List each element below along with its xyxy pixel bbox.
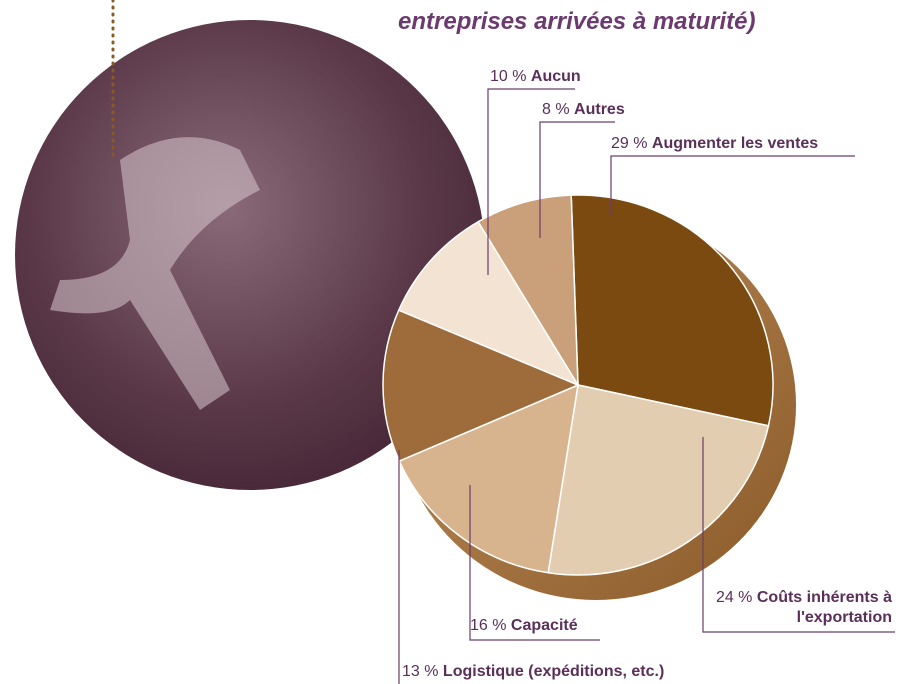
- slice-label: 24 % Coûts inhérents à l'exportation: [700, 588, 892, 628]
- category-label: Aucun: [531, 68, 581, 85]
- value-label: 10 %: [490, 68, 526, 85]
- slice-label: 16 % Capacité: [470, 616, 578, 636]
- value-label: 13 %: [402, 663, 438, 680]
- category-label: Coûts inhérents à l'exportation: [757, 589, 892, 626]
- value-label: 29 %: [611, 135, 647, 152]
- value-label: 16 %: [470, 617, 506, 634]
- category-label: Autres: [574, 101, 625, 118]
- category-label: Augmenter les ventes: [652, 135, 818, 152]
- slice-label: 13 % Logistique (expéditions, etc.): [402, 662, 664, 682]
- category-label: Logistique (expéditions, etc.): [443, 663, 664, 680]
- category-label: Capacité: [511, 617, 578, 634]
- value-label: 24 %: [716, 589, 752, 606]
- slice-label: 29 % Augmenter les ventes: [611, 134, 818, 154]
- page: entreprises arrivées à maturité) 29 % Au…: [0, 0, 900, 684]
- value-label: 8 %: [542, 101, 570, 118]
- slice-label: 8 % Autres: [542, 100, 625, 120]
- pie: [383, 195, 773, 575]
- chart: [0, 0, 900, 684]
- slice-label: 10 % Aucun: [490, 67, 581, 87]
- chart-title: entreprises arrivées à maturité): [398, 8, 756, 36]
